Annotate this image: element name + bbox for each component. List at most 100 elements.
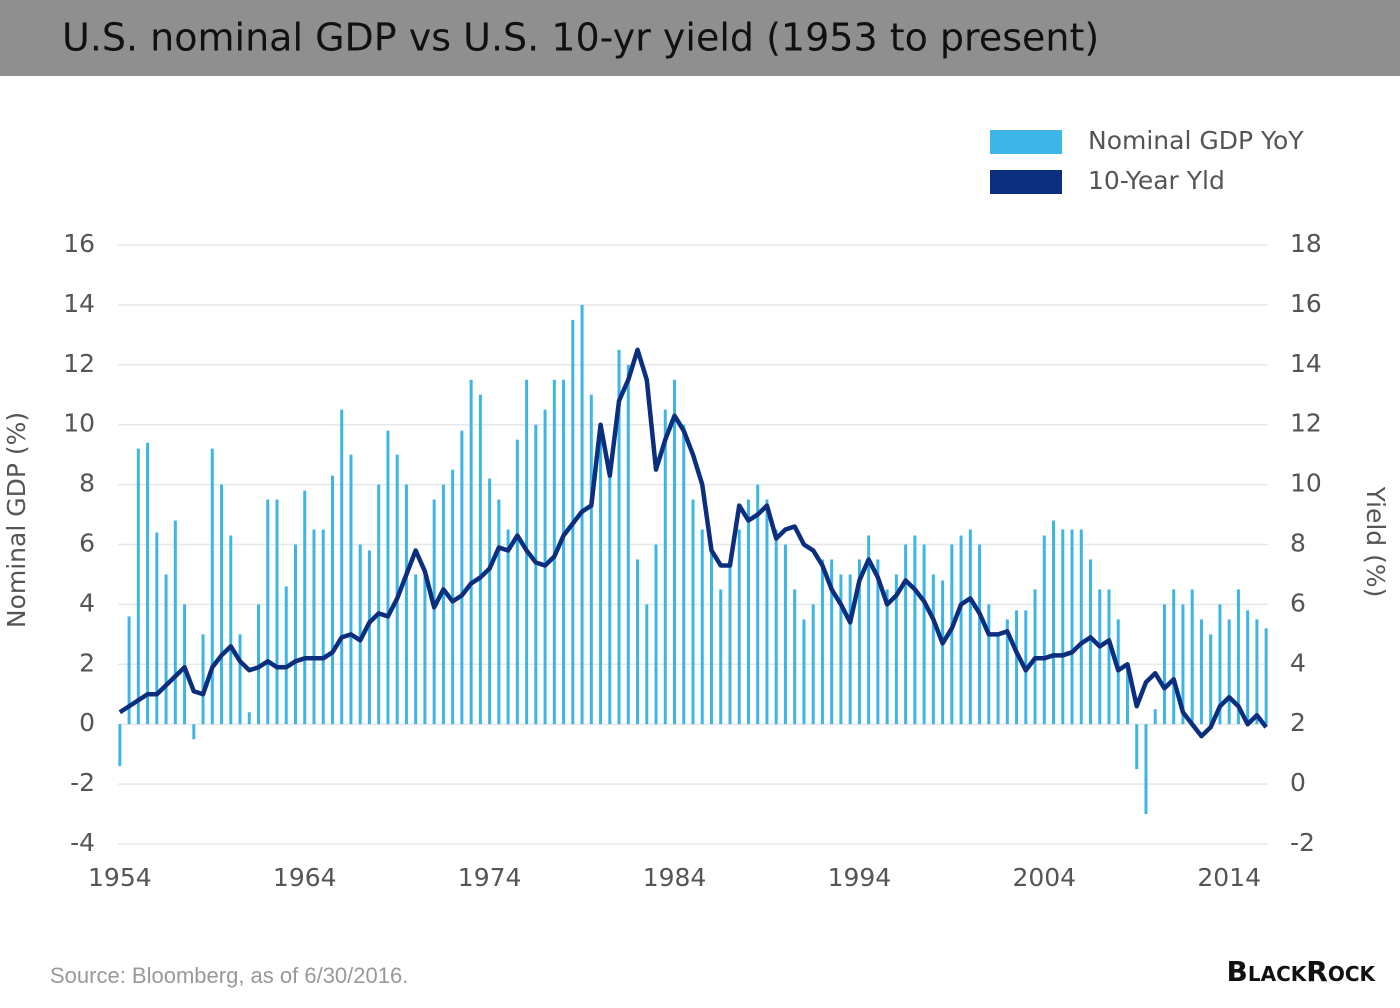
- bar: [1236, 589, 1240, 725]
- bar: [1135, 724, 1139, 770]
- y2-tick-label: 12: [1290, 409, 1322, 438]
- y-tick-label: 14: [63, 289, 95, 318]
- bar: [959, 535, 963, 725]
- bar: [756, 484, 760, 725]
- bar: [950, 544, 954, 725]
- bar: [941, 580, 945, 725]
- y-tick-label: 16: [63, 229, 95, 258]
- bar: [904, 544, 908, 725]
- bar: [284, 586, 288, 725]
- legend-label: 10-Year Yld: [1088, 166, 1225, 195]
- bar: [636, 559, 640, 725]
- y-tick-label: 8: [79, 469, 95, 498]
- y2-tick-label: 8: [1290, 529, 1306, 558]
- bar: [1255, 619, 1259, 725]
- y-tick-label: 0: [79, 708, 95, 737]
- bar: [848, 574, 852, 725]
- bar: [1061, 529, 1065, 725]
- bar: [719, 589, 723, 725]
- source-note: Source: Bloomberg, as of 6/30/2016.: [50, 963, 408, 988]
- y-axis-label: Nominal GDP (%): [2, 412, 31, 628]
- bar: [645, 604, 649, 725]
- bar: [1153, 709, 1157, 725]
- bar: [303, 490, 307, 725]
- x-tick-label: 1994: [828, 863, 892, 892]
- bar: [220, 484, 224, 725]
- x-tick-label: 1974: [458, 863, 522, 892]
- bar: [247, 712, 251, 725]
- bar: [1218, 604, 1222, 725]
- bar: [340, 409, 344, 725]
- bar: [867, 535, 871, 725]
- bar: [599, 439, 603, 725]
- bar: [423, 574, 427, 725]
- bar: [811, 604, 815, 725]
- bar: [728, 559, 732, 725]
- y2-tick-label: 14: [1290, 349, 1322, 378]
- legend-swatch: [990, 130, 1062, 154]
- bar: [654, 544, 658, 725]
- bar: [1172, 589, 1176, 725]
- bar: [1052, 520, 1056, 725]
- bar: [386, 430, 390, 725]
- y2-axis-label: Yield (%): [1361, 486, 1390, 598]
- bar: [451, 469, 455, 725]
- bar: [617, 349, 621, 725]
- bar: [229, 535, 233, 725]
- x-tick-label: 2014: [1197, 863, 1261, 892]
- bar: [414, 574, 418, 725]
- y2-tick-label: 10: [1290, 469, 1322, 498]
- bar: [173, 520, 177, 725]
- bar: [488, 478, 492, 725]
- bar: [1070, 529, 1074, 725]
- y2-tick-label: 16: [1290, 289, 1322, 318]
- bar: [257, 604, 261, 725]
- bar: [275, 499, 279, 725]
- bar: [266, 499, 270, 725]
- bar: [534, 424, 538, 725]
- y2-tick-label: 2: [1290, 708, 1306, 737]
- bar: [1079, 529, 1083, 725]
- bar: [358, 544, 362, 725]
- x-tick-label: 2004: [1012, 863, 1076, 892]
- y2-tick-label: 0: [1290, 768, 1306, 797]
- bar: [1005, 619, 1009, 725]
- bar: [1209, 634, 1213, 725]
- bar: [774, 529, 778, 725]
- bar: [1199, 619, 1203, 725]
- bar: [330, 475, 334, 725]
- bar: [737, 529, 741, 725]
- bar: [857, 559, 861, 725]
- bar: [913, 535, 917, 725]
- bar: [1098, 589, 1102, 725]
- bar: [626, 364, 630, 725]
- bar: [996, 634, 1000, 725]
- bar: [793, 589, 797, 725]
- bar: [118, 724, 122, 767]
- bar: [1089, 559, 1093, 725]
- y-tick-label: 4: [79, 588, 95, 617]
- bar: [894, 574, 898, 725]
- logo: BlackRock: [1227, 955, 1377, 988]
- y-tick-label: 2: [79, 648, 95, 677]
- bar: [1227, 619, 1231, 725]
- bar: [312, 529, 316, 725]
- y-tick-label: -4: [70, 828, 95, 857]
- y-tick-label: 12: [63, 349, 95, 378]
- bar: [395, 454, 399, 725]
- bar: [146, 442, 150, 725]
- bar: [709, 544, 713, 725]
- bar: [931, 574, 935, 725]
- bar: [608, 469, 612, 725]
- y2-tick-label: 4: [1290, 648, 1306, 677]
- bar: [321, 529, 325, 725]
- bar: [839, 574, 843, 725]
- bar: [349, 454, 353, 725]
- bar: [1246, 610, 1250, 725]
- bar: [746, 499, 750, 725]
- bar: [506, 529, 510, 725]
- bar: [765, 499, 769, 725]
- bar: [978, 544, 982, 725]
- bar: [1144, 724, 1148, 815]
